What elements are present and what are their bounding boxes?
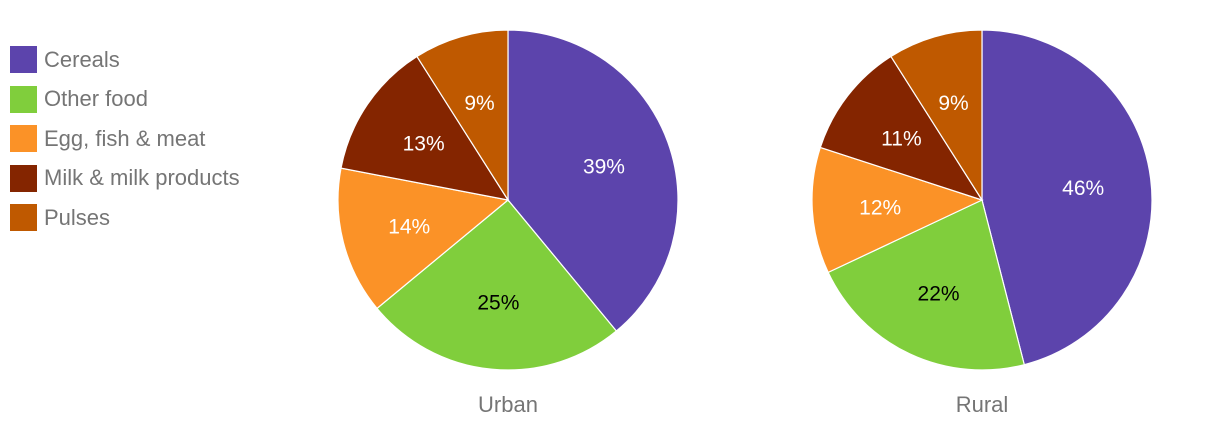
slice-value-label: 13% (403, 133, 445, 156)
pie-urban: 39% 25% 14% 13% 9% (337, 29, 679, 371)
legend-swatch (10, 85, 37, 113)
legend-label: Cereals (44, 46, 120, 72)
pie-slice-egg-fish-meat[interactable] (337, 167, 510, 310)
slice-value-label: 11% (881, 127, 921, 150)
slice-value-label: 9% (464, 92, 494, 115)
legend-label: Pulses (44, 204, 111, 230)
slice-value-label: 22% (918, 282, 960, 305)
pie-slice-cereals[interactable] (507, 29, 679, 332)
pie-slice-other-food[interactable] (376, 199, 618, 371)
legend-item-milk-products[interactable]: Milk & milk products (10, 159, 240, 199)
legend-label: Egg, fish & meat (44, 125, 206, 151)
legend: Cereals Other food Egg, fish & meat Milk… (10, 40, 240, 238)
legend-label: Other food (44, 86, 148, 112)
pie-slice-egg-fish-meat[interactable] (811, 146, 984, 274)
pie-caption-rural: Rural (956, 392, 1009, 417)
legend-item-egg-fish-meat[interactable]: Egg, fish & meat (10, 119, 240, 159)
pie-rural: 46% 22% 12% 11% 9% (811, 29, 1153, 371)
pie-slice-milk-milk-products[interactable] (340, 55, 510, 201)
slice-value-label: 12% (859, 196, 901, 219)
slice-value-label: 46% (1062, 177, 1104, 200)
slice-value-label: 9% (938, 92, 968, 115)
pie-slice-cereals[interactable] (981, 29, 1153, 366)
legend-swatch (10, 125, 37, 153)
legend-item-cereals[interactable]: Cereals (10, 40, 240, 80)
pie-slice-other-food[interactable] (827, 199, 1026, 371)
pie-slice-pulses[interactable] (890, 29, 983, 203)
pie-slice-pulses[interactable] (416, 29, 509, 203)
legend-swatch (10, 164, 37, 192)
legend-swatch (10, 46, 37, 74)
pie-slice-milk-milk-products[interactable] (819, 55, 984, 202)
legend-item-pulses[interactable]: Pulses (10, 198, 240, 238)
legend-label: Milk & milk products (44, 165, 240, 191)
legend-item-other-food[interactable]: Other food (10, 80, 240, 120)
slice-value-label: 14% (388, 215, 430, 238)
legend-swatch (10, 204, 37, 232)
slice-value-label: 39% (583, 155, 625, 178)
pie-caption-urban: Urban (478, 392, 538, 417)
slice-value-label: 25% (477, 292, 519, 315)
